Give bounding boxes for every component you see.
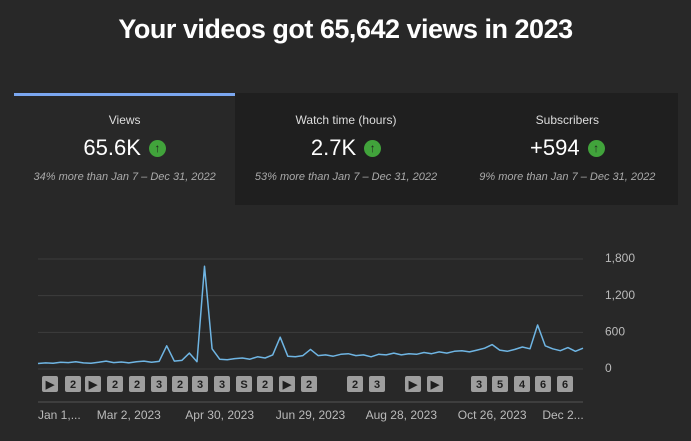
video-marker-label: 2 xyxy=(306,379,312,391)
video-marker-label: 3 xyxy=(156,379,162,391)
video-marker[interactable] xyxy=(279,376,295,392)
video-marker-label: ▶ xyxy=(45,379,55,391)
video-marker[interactable] xyxy=(471,376,487,392)
video-marker[interactable] xyxy=(65,376,81,392)
metric-value: 65.6K xyxy=(83,135,141,160)
video-marker[interactable] xyxy=(129,376,145,392)
video-marker-label: ▶ xyxy=(408,379,418,391)
metric-card[interactable]: Views 65.6K ↑ 34% more than Jan 7 – Dec 31,… xyxy=(14,93,236,205)
x-tick-label: Oct 26, 2023 xyxy=(458,408,527,422)
x-tick-label: Jun 29, 2023 xyxy=(276,408,346,422)
metric-note: 9% more than Jan 7 – Dec 31, 2022 xyxy=(479,171,656,183)
video-marker[interactable] xyxy=(557,376,573,392)
video-marker[interactable] xyxy=(107,376,123,392)
video-marker[interactable] xyxy=(236,376,252,392)
video-marker-label: 6 xyxy=(562,379,568,391)
video-marker-label: ▶ xyxy=(282,379,292,391)
video-marker[interactable] xyxy=(301,376,317,392)
video-marker-label: 6 xyxy=(540,379,546,391)
y-tick-label: 1,200 xyxy=(605,288,635,302)
video-marker-label: 2 xyxy=(352,379,358,391)
video-marker[interactable] xyxy=(492,376,508,392)
metric-label: Subscribers xyxy=(535,113,599,127)
metric-note: 53% more than Jan 7 – Dec 31, 2022 xyxy=(254,171,438,183)
up-icon: ↑ xyxy=(587,139,605,157)
video-marker-label: 3 xyxy=(219,379,225,391)
y-tick-label: 0 xyxy=(605,361,612,375)
x-tick-label: Jan 1,... xyxy=(38,408,81,422)
metric-label: Views xyxy=(108,113,141,127)
metric-value-row: 65.6K ↑ xyxy=(14,135,235,161)
video-marker[interactable] xyxy=(192,376,208,392)
metric-label: Watch time (hours) xyxy=(295,113,397,127)
metric-card: Subscribers +594 ↑ 9% more than Jan 7 – Dec… xyxy=(456,93,678,205)
video-marker-label: 3 xyxy=(476,379,482,391)
video-marker[interactable] xyxy=(535,376,551,392)
up-icon: ↑ xyxy=(364,139,382,157)
x-tick-label: Aug 28, 2023 xyxy=(366,408,438,422)
video-marker[interactable] xyxy=(405,376,421,392)
up-icon: ↑ xyxy=(148,139,166,157)
x-tick-label: Mar 2, 2023 xyxy=(97,408,161,422)
x-tick-label: Dec 2... xyxy=(542,408,583,422)
video-marker-label: 3 xyxy=(197,379,203,391)
video-marker[interactable] xyxy=(42,376,58,392)
video-marker-label: 5 xyxy=(497,379,503,391)
video-marker[interactable] xyxy=(151,376,167,392)
metric-note: 34% more than Jan 7 – Dec 31, 2022 xyxy=(33,171,216,183)
video-marker-label: 2 xyxy=(177,379,183,391)
metric-card: Watch time (hours) 2.7K ↑ 53% more than Jan… xyxy=(235,93,457,205)
metric-value-row: +594 ↑ xyxy=(457,135,678,161)
video-marker-label: ▶ xyxy=(430,379,440,391)
video-marker-label: 4 xyxy=(519,379,526,391)
video-marker-label: ▶ xyxy=(88,379,98,391)
page-title: Your videos got 65,642 views in 2023 xyxy=(118,14,573,44)
video-marker-label: 2 xyxy=(70,379,76,391)
y-tick-label: 1,800 xyxy=(605,251,635,265)
video-marker[interactable] xyxy=(172,376,188,392)
video-marker[interactable] xyxy=(514,376,530,392)
video-marker[interactable] xyxy=(214,376,230,392)
video-marker[interactable] xyxy=(85,376,101,392)
video-marker[interactable] xyxy=(369,376,385,392)
y-tick-label: 600 xyxy=(605,325,625,339)
video-marker-label: 3 xyxy=(374,379,380,391)
video-marker-label: S xyxy=(240,379,247,391)
metric-value: 2.7K xyxy=(310,135,357,160)
video-marker[interactable] xyxy=(257,376,273,392)
video-marker-label: 2 xyxy=(134,379,140,391)
metric-value: +594 xyxy=(530,135,580,160)
x-tick-label: Apr 30, 2023 xyxy=(185,408,254,422)
metric-value-row: 2.7K ↑ xyxy=(235,135,456,161)
video-marker[interactable] xyxy=(347,376,363,392)
cards: Views 65.6K ↑ 34% more than Jan 7 – Dec 31,… xyxy=(14,93,678,205)
video-marker-label: 2 xyxy=(112,379,118,391)
line xyxy=(37,265,584,365)
video-marker-label: 2 xyxy=(262,379,268,391)
video-marker[interactable] xyxy=(427,376,443,392)
